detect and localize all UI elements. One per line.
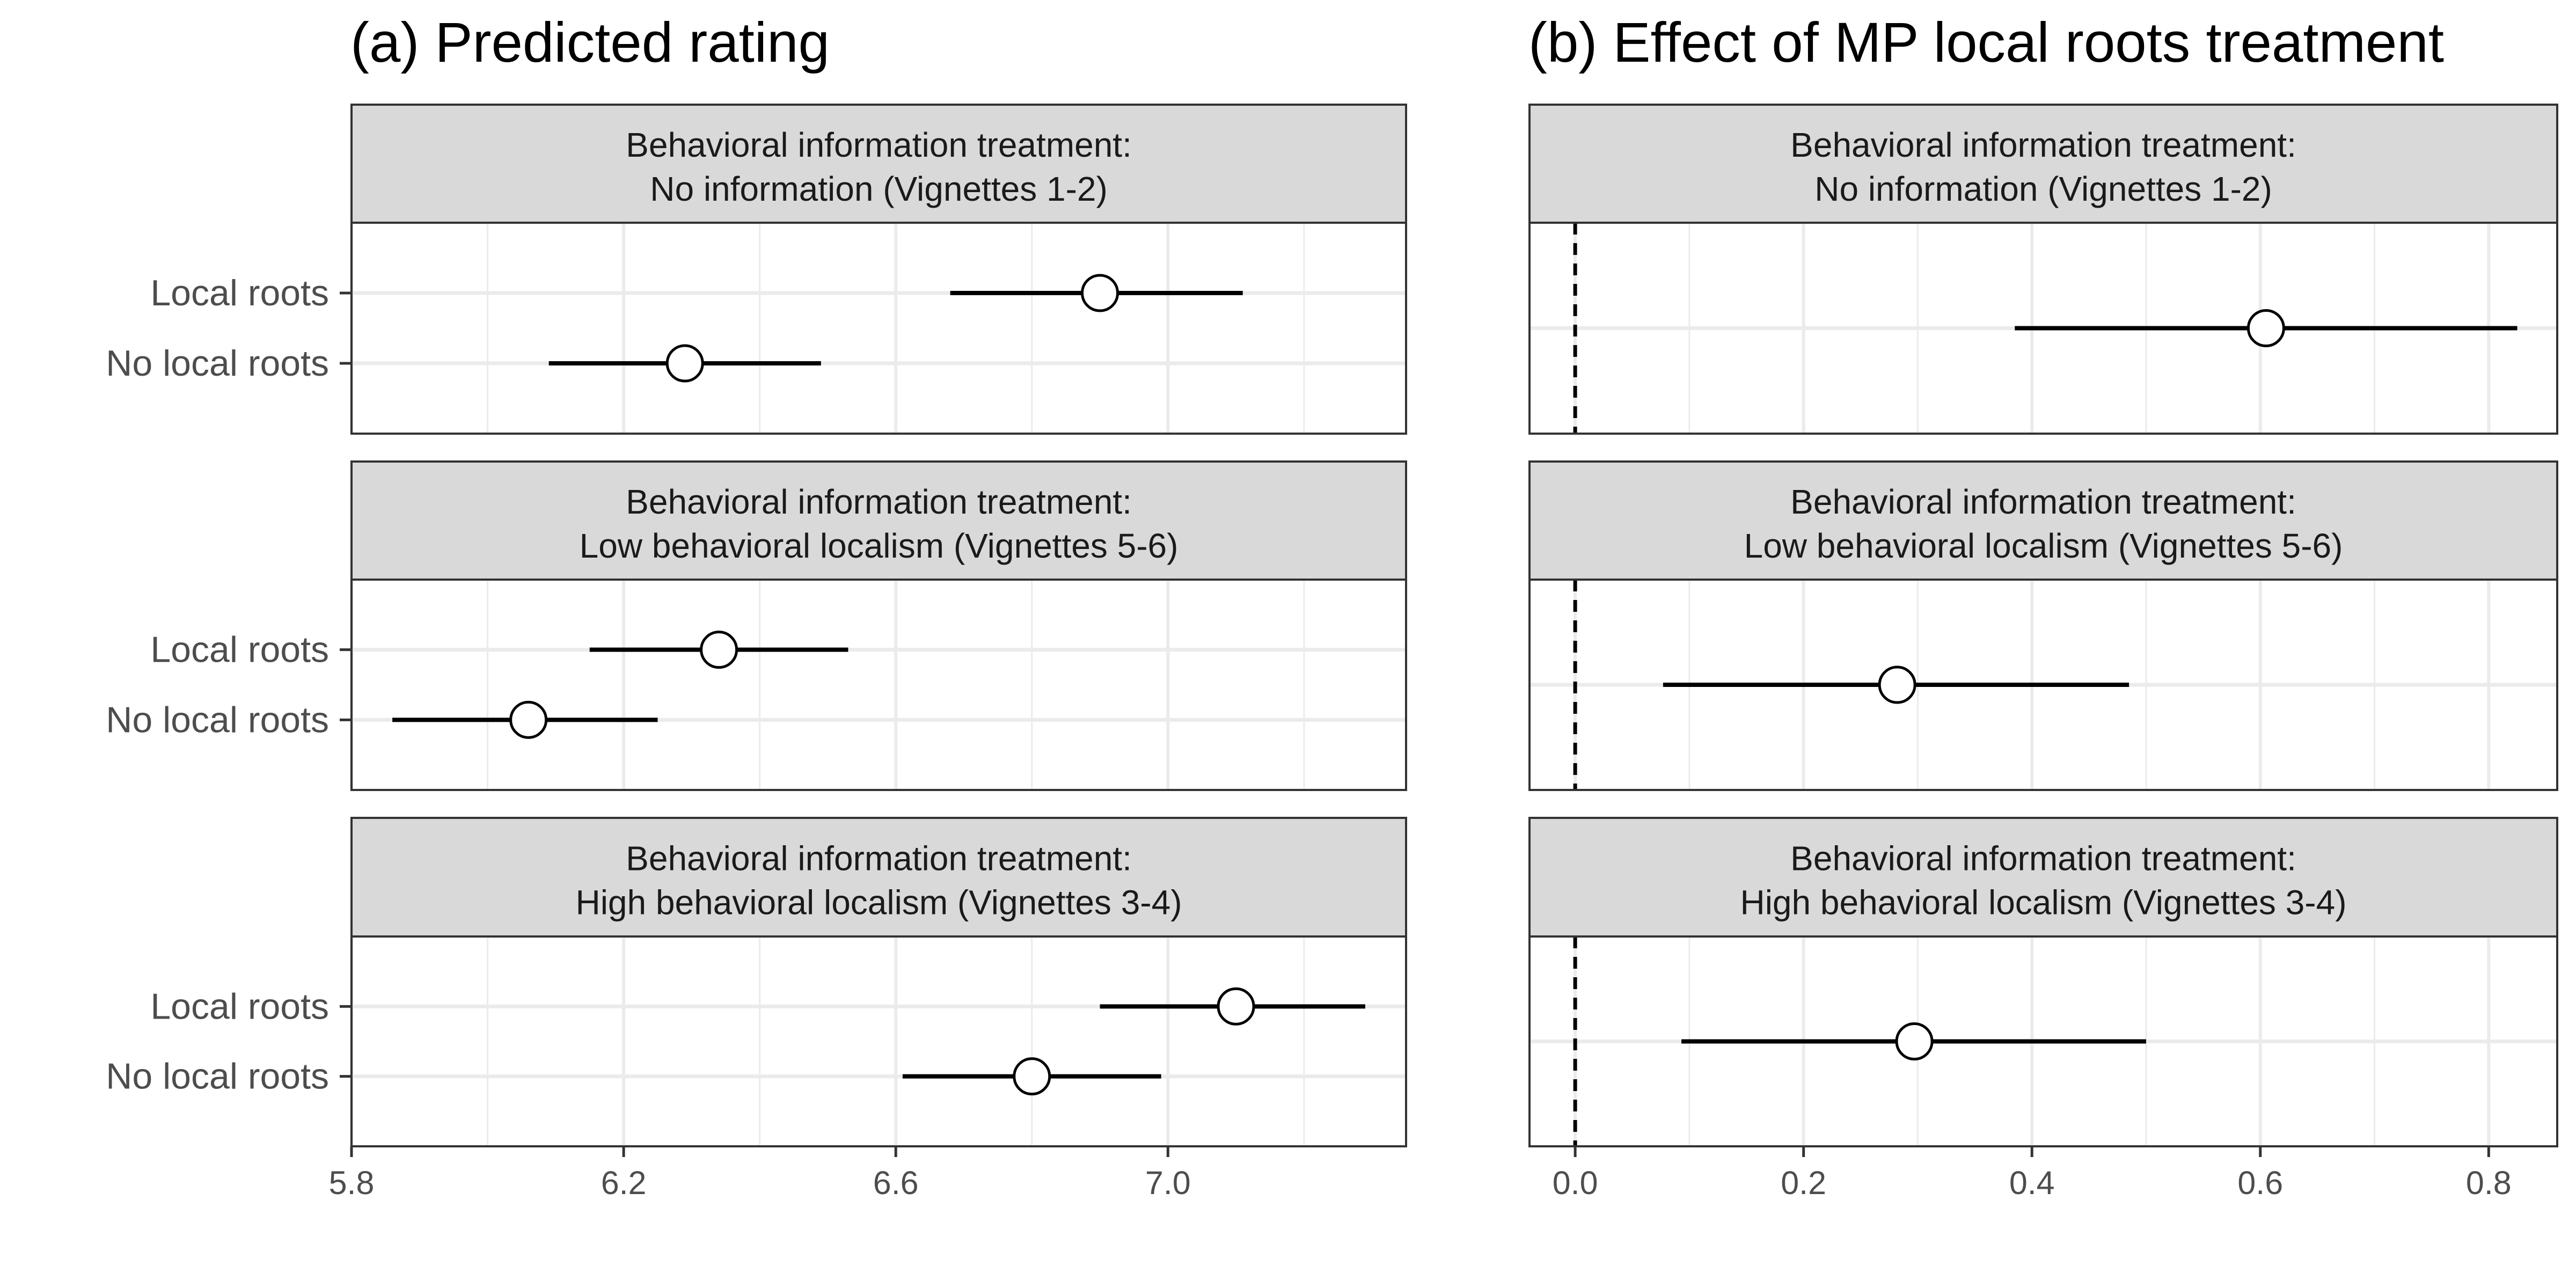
point-estimate xyxy=(700,631,738,669)
facet-panel: Local roots No local roots Behavioral info… xyxy=(106,460,1407,791)
point-estimate xyxy=(1895,1022,1934,1060)
strip-label: Behavioral information treatment: xyxy=(626,126,1132,164)
facet-panel: Behavioral information treatment: High be… xyxy=(1528,817,2558,1147)
point-estimate xyxy=(509,700,548,739)
facet-panel: Behavioral information treatment: Low beh… xyxy=(1528,460,2558,791)
point-estimate xyxy=(1013,1057,1051,1096)
category-label: Local roots xyxy=(150,273,329,313)
panel-title: (b) Effect of MP local roots treatment xyxy=(1528,11,2444,74)
point-estimate xyxy=(665,344,704,383)
strip-label: No information (Vignettes 1-2) xyxy=(650,170,1108,208)
strip-label: Behavioral information treatment: xyxy=(626,839,1132,878)
point-estimate xyxy=(1081,274,1119,312)
x-tick-label: 0.4 xyxy=(2009,1165,2055,1201)
facet-panel: Behavioral information treatment: No info… xyxy=(1528,104,2558,435)
point-estimate xyxy=(1878,665,1916,704)
x-tick-label: 0.6 xyxy=(2237,1165,2283,1201)
strip-label: Behavioral information treatment: xyxy=(1790,839,2296,878)
x-tick-label: 6.2 xyxy=(601,1165,647,1201)
x-tick-label: 5.8 xyxy=(329,1165,375,1201)
x-tick-label: 6.6 xyxy=(873,1165,919,1201)
facet-strip xyxy=(1528,460,2558,581)
category-label: No local roots xyxy=(106,343,329,384)
plot-background xyxy=(352,223,1406,434)
point-estimate xyxy=(1217,987,1255,1026)
strip-label: Behavioral information treatment: xyxy=(626,482,1132,521)
strip-label: Low behavioral localism (Vignettes 5-6) xyxy=(1744,526,2343,565)
facet-strip xyxy=(350,817,1407,938)
x-tick-label: 0.2 xyxy=(1781,1165,1826,1201)
strip-label: High behavioral localism (Vignettes 3-4) xyxy=(575,883,1182,922)
strip-label: No information (Vignettes 1-2) xyxy=(1814,170,2272,208)
category-label: No local roots xyxy=(106,699,329,740)
category-label: Local roots xyxy=(150,630,329,670)
plot-background xyxy=(352,580,1406,790)
point-estimate xyxy=(2246,309,2285,347)
x-tick-label: 0.0 xyxy=(1553,1165,1598,1201)
category-label: Local roots xyxy=(150,986,329,1027)
plot-background xyxy=(352,936,1406,1146)
strip-label: High behavioral localism (Vignettes 3-4) xyxy=(1740,883,2346,922)
strip-label: Behavioral information treatment: xyxy=(1790,126,2296,164)
facet-strip xyxy=(350,460,1407,581)
category-label: No local roots xyxy=(106,1056,329,1097)
x-tick-label: 0.8 xyxy=(2466,1165,2512,1201)
facet-panel: Local roots No local roots Behavioral info… xyxy=(106,817,1407,1147)
strip-label: Behavioral information treatment: xyxy=(1790,482,2296,521)
strip-label: Low behavioral localism (Vignettes 5-6) xyxy=(580,526,1179,565)
facet-strip xyxy=(350,104,1407,224)
facet-strip xyxy=(1528,817,2558,938)
panel-title: (a) Predicted rating xyxy=(350,11,830,74)
facet-panel: Local roots No local roots Behavioral info… xyxy=(106,104,1407,435)
facet-strip xyxy=(1528,104,2558,224)
x-tick-label: 7.0 xyxy=(1145,1165,1191,1201)
